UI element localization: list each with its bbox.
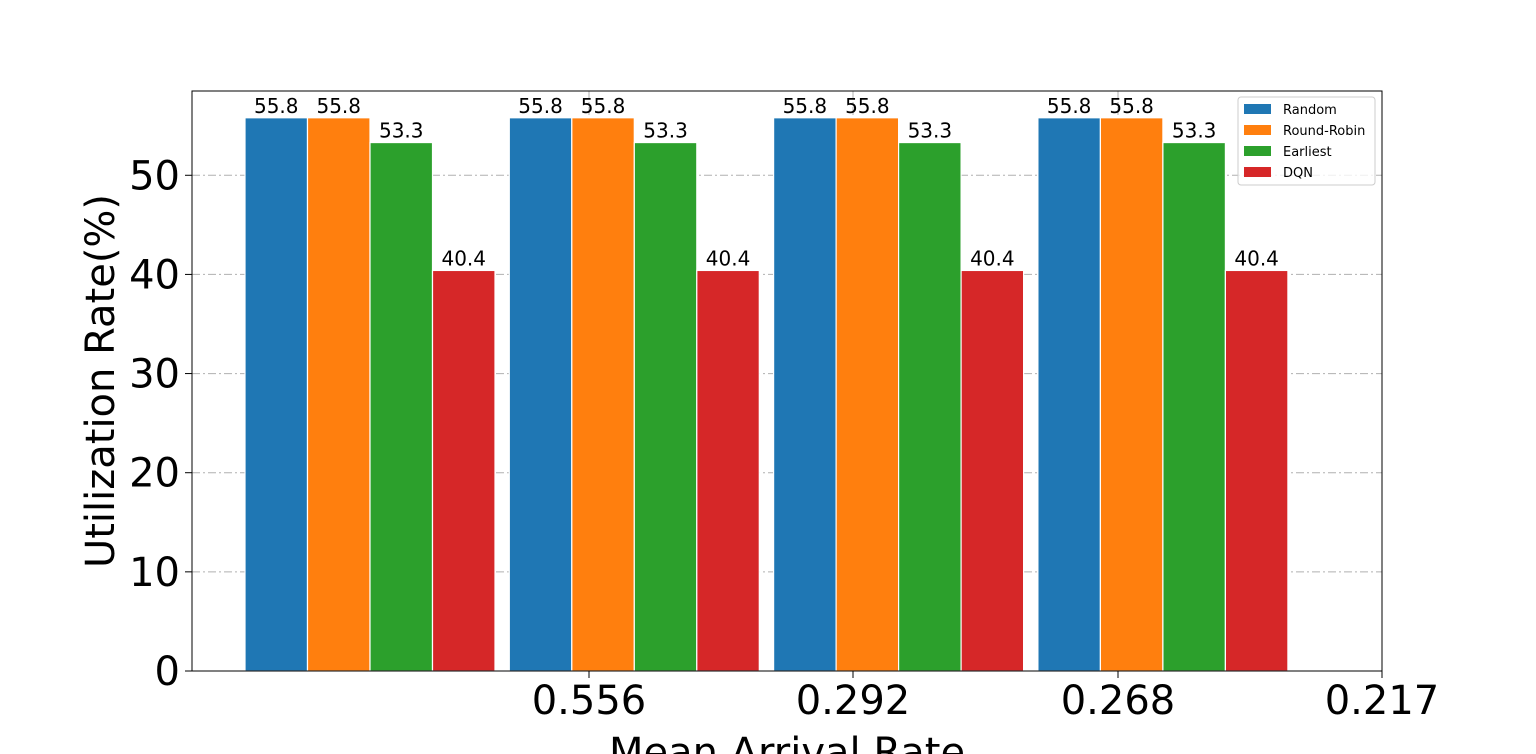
y-tick-label: 0 — [155, 649, 180, 695]
legend-box — [1237, 96, 1376, 186]
bar-value-label: 53.3 — [1172, 119, 1217, 143]
bar-value-label: 53.3 — [643, 119, 688, 143]
bar-value-label: 53.3 — [379, 119, 424, 143]
x-tick-label: 0.556 — [532, 678, 647, 724]
bar — [897, 141, 962, 672]
bar-value-label: 55.8 — [1047, 94, 1092, 118]
y-tick-label: 50 — [129, 153, 180, 199]
y-tick-label: 40 — [129, 252, 180, 298]
bar — [306, 117, 371, 672]
bar — [1037, 117, 1102, 672]
y-tick-label: 20 — [129, 451, 180, 497]
legend-swatch — [1244, 146, 1271, 156]
bar — [369, 141, 434, 672]
bar-value-label: 55.8 — [518, 94, 563, 118]
bar-value-label: 55.8 — [783, 94, 828, 118]
legend-entry-label: Earliest — [1283, 145, 1332, 160]
y-axis-ticks: 0 10 20 30 40 50 — [129, 153, 192, 695]
x-tick-label: 0.217 — [1325, 678, 1440, 724]
bar — [960, 269, 1025, 672]
x-axis-title: Mean Arrival Rate — [609, 730, 965, 754]
x-axis-ticks: 0.556 0.292 0.268 0.217 — [532, 671, 1440, 724]
bar — [696, 269, 760, 672]
bar-value-label: 40.4 — [706, 246, 751, 270]
bar — [835, 117, 900, 672]
bar — [772, 117, 837, 672]
legend-entry-label: Round-Robin — [1283, 124, 1365, 139]
legend-swatch — [1244, 167, 1271, 177]
bar — [1162, 141, 1227, 672]
bars — [244, 117, 1289, 672]
bar-value-label: 55.8 — [316, 94, 361, 118]
bar-value-label: 40.4 — [441, 246, 486, 270]
y-axis-title: Utilization Rate(%) — [78, 194, 124, 568]
y-tick-label: 10 — [129, 550, 180, 596]
bar — [244, 117, 309, 672]
x-tick-label: 0.268 — [1061, 678, 1176, 724]
plot-frame — [191, 90, 1383, 672]
bar — [633, 141, 698, 672]
bar-value-label: 55.8 — [254, 94, 299, 118]
bar-value-label: 40.4 — [970, 246, 1015, 270]
x-tick-label: 0.292 — [796, 678, 911, 724]
legend-entry-label: DQN — [1283, 166, 1313, 181]
bar-value-label: 40.4 — [1234, 246, 1279, 270]
bar-value-label: 55.8 — [581, 94, 626, 118]
bar — [1224, 269, 1289, 672]
legend-swatch — [1244, 125, 1271, 135]
y-tick-label: 30 — [129, 352, 180, 398]
bar — [431, 269, 496, 672]
bar-value-label: 55.8 — [845, 94, 890, 118]
legend-entry-label: Random — [1283, 103, 1337, 118]
legend-swatch — [1244, 104, 1271, 114]
bar-value-labels: 55.8 55.8 55.8 55.8 55.8 55.8 55.8 55.8 53.3 53.3… — [254, 94, 1279, 271]
bar-value-label: 55.8 — [1109, 94, 1154, 118]
legend: Random Round-Robin Earliest DQN — [1237, 96, 1376, 186]
bar — [571, 117, 635, 672]
bar-value-label: 53.3 — [908, 119, 953, 143]
bar — [1099, 117, 1164, 672]
bar — [508, 117, 573, 672]
